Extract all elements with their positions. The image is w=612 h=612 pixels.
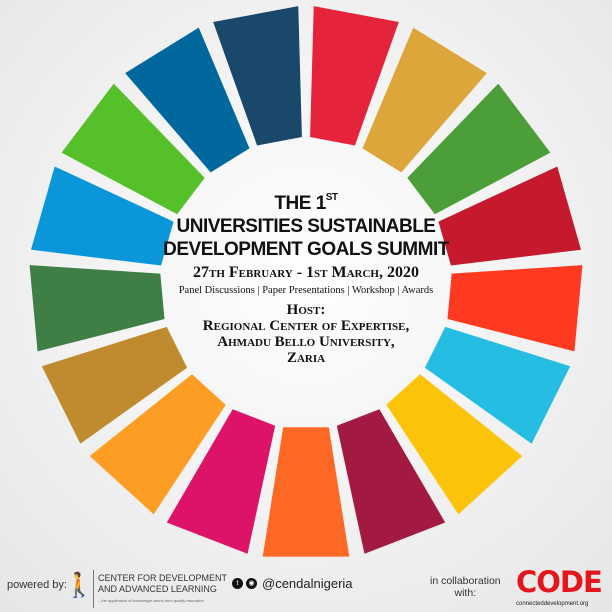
sdg-segment-8 — [336, 409, 446, 554]
sdg-segment-2 — [362, 27, 487, 173]
code-url: connecteddevelopment.org — [516, 601, 589, 607]
sdg-segment-7 — [386, 374, 523, 515]
powered-by-label: powered by: — [7, 579, 67, 591]
event-dates: 27th February - 1st March, 2020 — [193, 264, 419, 281]
instagram-icon[interactable]: ◉ — [246, 578, 257, 589]
sdg-segment-9 — [262, 427, 350, 557]
org-line-1: CENTER FOR DEVELOPMENT — [98, 573, 228, 583]
sdg-segment-6 — [424, 326, 571, 444]
org-line-2: AND ADVANCED LEARNING — [98, 584, 217, 594]
sdg-segment-14 — [31, 166, 174, 266]
collab-line-2: with: — [454, 587, 477, 599]
sdg-segment-17 — [213, 6, 302, 146]
divider — [93, 570, 94, 608]
host-line-2: Ahmadu Bello University, — [217, 334, 395, 350]
event-title: THE 1ST UNIVERSITIES SUSTAINABLE DEVELOP… — [131, 192, 481, 261]
sdg-segment-4 — [438, 166, 581, 266]
event-activities: Panel Discussions | Paper Presentations … — [178, 285, 434, 296]
sdg-segment-3 — [407, 83, 551, 215]
sdg-segment-13 — [29, 265, 165, 352]
host-line-3: Zaria — [286, 350, 326, 366]
twitter-icon[interactable]: t — [232, 578, 243, 589]
event-info: THE 1ST UNIVERSITIES SUSTAINABLE DEVELOP… — [131, 192, 481, 366]
host-line-1: Regional Center of Expertise, — [202, 318, 410, 334]
cendal-logo-icon: 🚶 — [64, 572, 94, 599]
social-handle[interactable]: @cendalnigeria — [262, 576, 353, 591]
sdg-segment-11 — [89, 374, 226, 515]
title-line-1: THE 1 — [274, 193, 326, 214]
title-superscript: ST — [325, 192, 338, 203]
sdg-segment-1 — [310, 6, 399, 146]
sdg-segment-12 — [41, 326, 188, 444]
sdg-segment-16 — [125, 27, 250, 173]
event-host: Host: Regional Center of Expertise, Ahma… — [131, 302, 481, 366]
collab-line-1: in collaboration — [430, 575, 501, 587]
code-logo: CODE — [516, 565, 603, 599]
cendal-org-name: CENTER FOR DEVELOPMENT AND ADVANCED LEAR… — [98, 573, 227, 595]
collaboration-label: in collaboration with: — [430, 575, 501, 599]
social-links: t ◉ @cendalnigeria — [232, 576, 353, 591]
title-line-2: UNIVERSITIES SUSTAINABLE — [176, 216, 436, 237]
host-label: Host: — [286, 302, 326, 318]
sdg-segment-15 — [61, 83, 205, 215]
sdg-segment-5 — [447, 265, 583, 352]
sdg-segment-10 — [166, 409, 276, 554]
org-tagline: ...the application of knowledge stems fr… — [98, 598, 204, 603]
title-line-3: DEVELOPMENT GOALS SUMMIT — [163, 239, 449, 260]
footer: powered by: 🚶 CENTER FOR DEVELOPMENT AND… — [0, 566, 612, 612]
